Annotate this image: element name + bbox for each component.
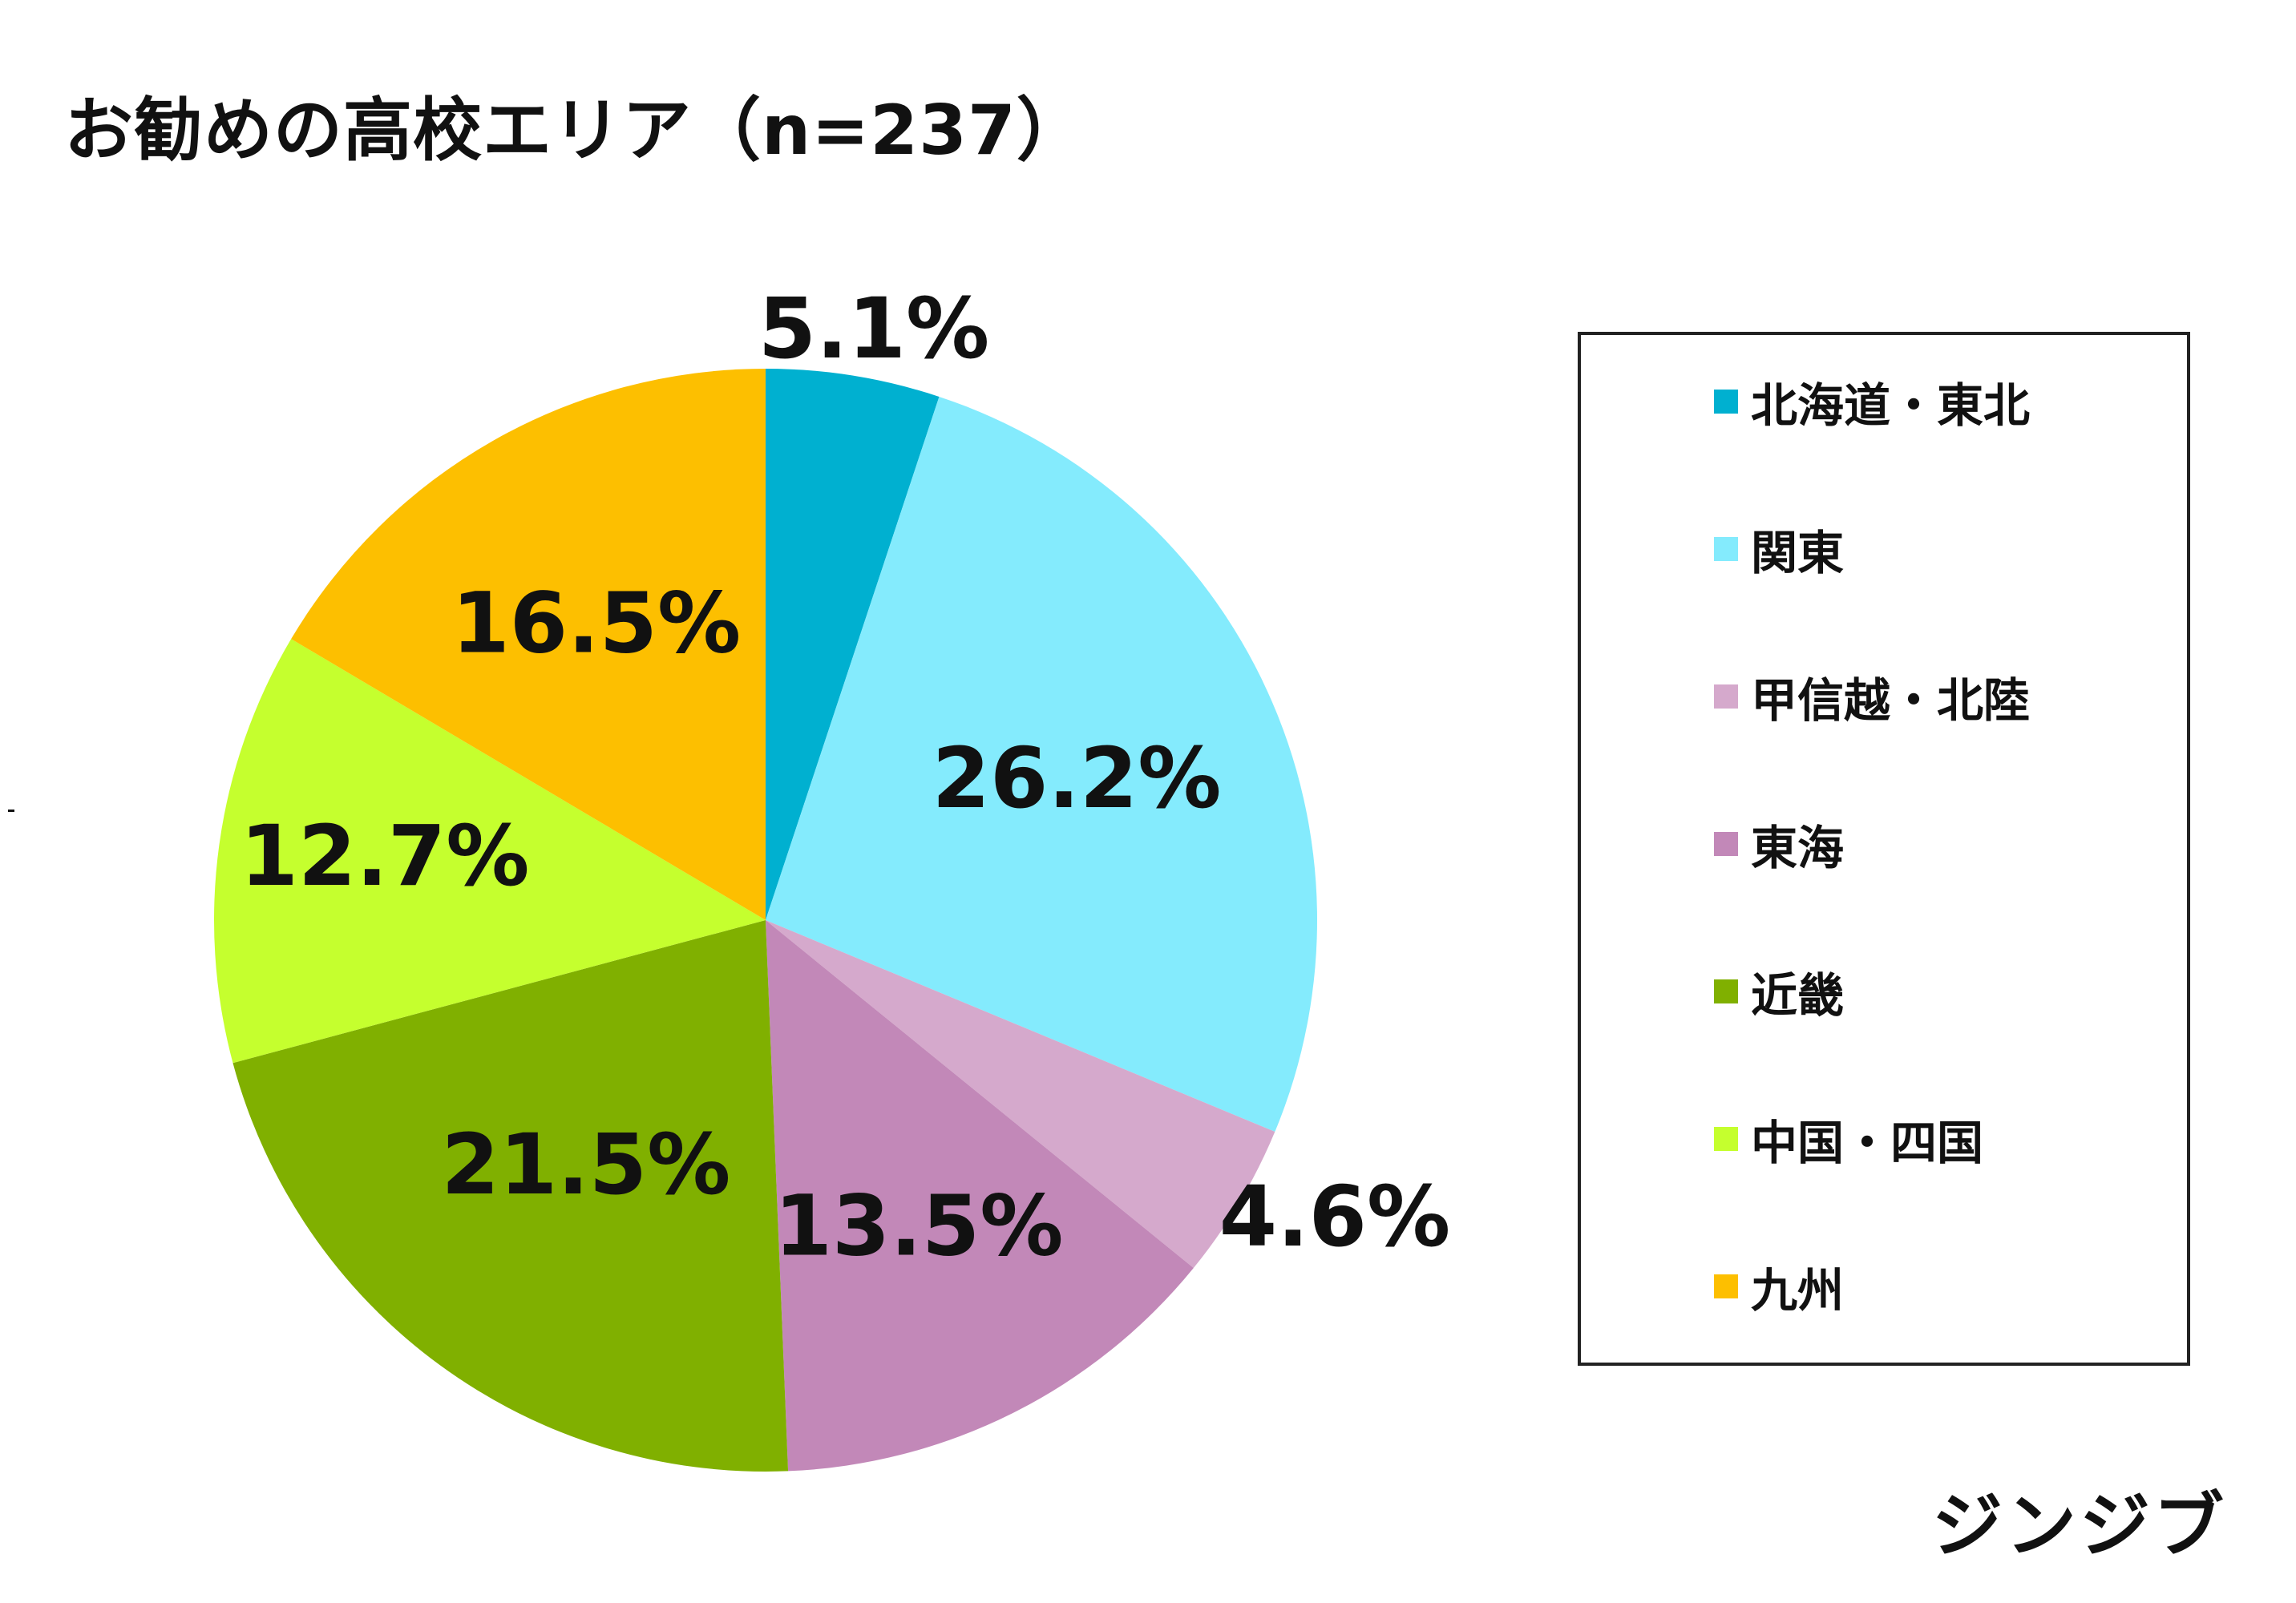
pie-slice-7 bbox=[291, 368, 766, 920]
pie-data-labels: 5.1% 26.2% 4.6% 13.5% 21.5% 12.7% 16.5% bbox=[241, 280, 1451, 1274]
legend-swatch bbox=[1714, 1274, 1738, 1298]
legend-label: 甲信越・北陸 bbox=[1751, 673, 2031, 728]
pie-slice-5 bbox=[232, 920, 789, 1472]
stray-mark bbox=[8, 810, 14, 812]
legend-label: 北海道・東北 bbox=[1751, 378, 2031, 433]
legend-swatch bbox=[1714, 684, 1738, 709]
pie-data-label-7: 16.5% bbox=[451, 574, 741, 672]
pie-data-label-1: 5.1% bbox=[758, 280, 989, 378]
pie-slice-2 bbox=[766, 396, 1318, 1133]
pie-data-label-6: 12.7% bbox=[241, 807, 530, 905]
pie-data-label-2: 26.2% bbox=[932, 729, 1222, 827]
chart-title: お勧めの高校エリア（n=237） bbox=[64, 91, 1086, 171]
legend-label: 関東 bbox=[1751, 526, 1845, 580]
legend-item-1: 北海道・東北 bbox=[1714, 373, 2030, 433]
legend-item-4: 東海 bbox=[1714, 816, 1844, 875]
brand-logo: ジンジブ bbox=[1931, 1484, 2227, 1567]
legend-label: 九州 bbox=[1751, 1263, 1845, 1318]
pie-slice-4 bbox=[766, 920, 1194, 1472]
pie-slices bbox=[214, 368, 1318, 1472]
pie-slice-1 bbox=[766, 369, 940, 920]
pie-slice-3 bbox=[766, 920, 1275, 1269]
legend-label: 東海 bbox=[1751, 821, 1845, 875]
chart-legend: 北海道・東北 関東甲信越・北陸 東海近畿中国・四国九州 bbox=[1578, 332, 2190, 1366]
legend-swatch bbox=[1714, 537, 1738, 561]
pie-data-label-3: 4.6% bbox=[1219, 1168, 1450, 1266]
legend-item-3: 甲信越・北陸 bbox=[1714, 668, 2030, 728]
pie-data-label-5: 21.5% bbox=[441, 1116, 730, 1213]
legend-swatch bbox=[1714, 979, 1738, 1003]
legend-swatch bbox=[1714, 1127, 1738, 1151]
legend-label: 近畿 bbox=[1751, 968, 1845, 1023]
pie-slice-6 bbox=[214, 639, 766, 1064]
pie-data-label-4: 13.5% bbox=[774, 1177, 1064, 1274]
legend-item-2: 関東 bbox=[1714, 521, 1844, 580]
legend-swatch bbox=[1714, 832, 1738, 856]
legend-item-5: 近畿 bbox=[1714, 963, 1844, 1023]
legend-item-6: 中国・四国 bbox=[1714, 1111, 1983, 1170]
legend-item-7: 九州 bbox=[1714, 1258, 1844, 1318]
legend-swatch bbox=[1714, 390, 1738, 414]
legend-label: 中国・四国 bbox=[1751, 1116, 1984, 1170]
